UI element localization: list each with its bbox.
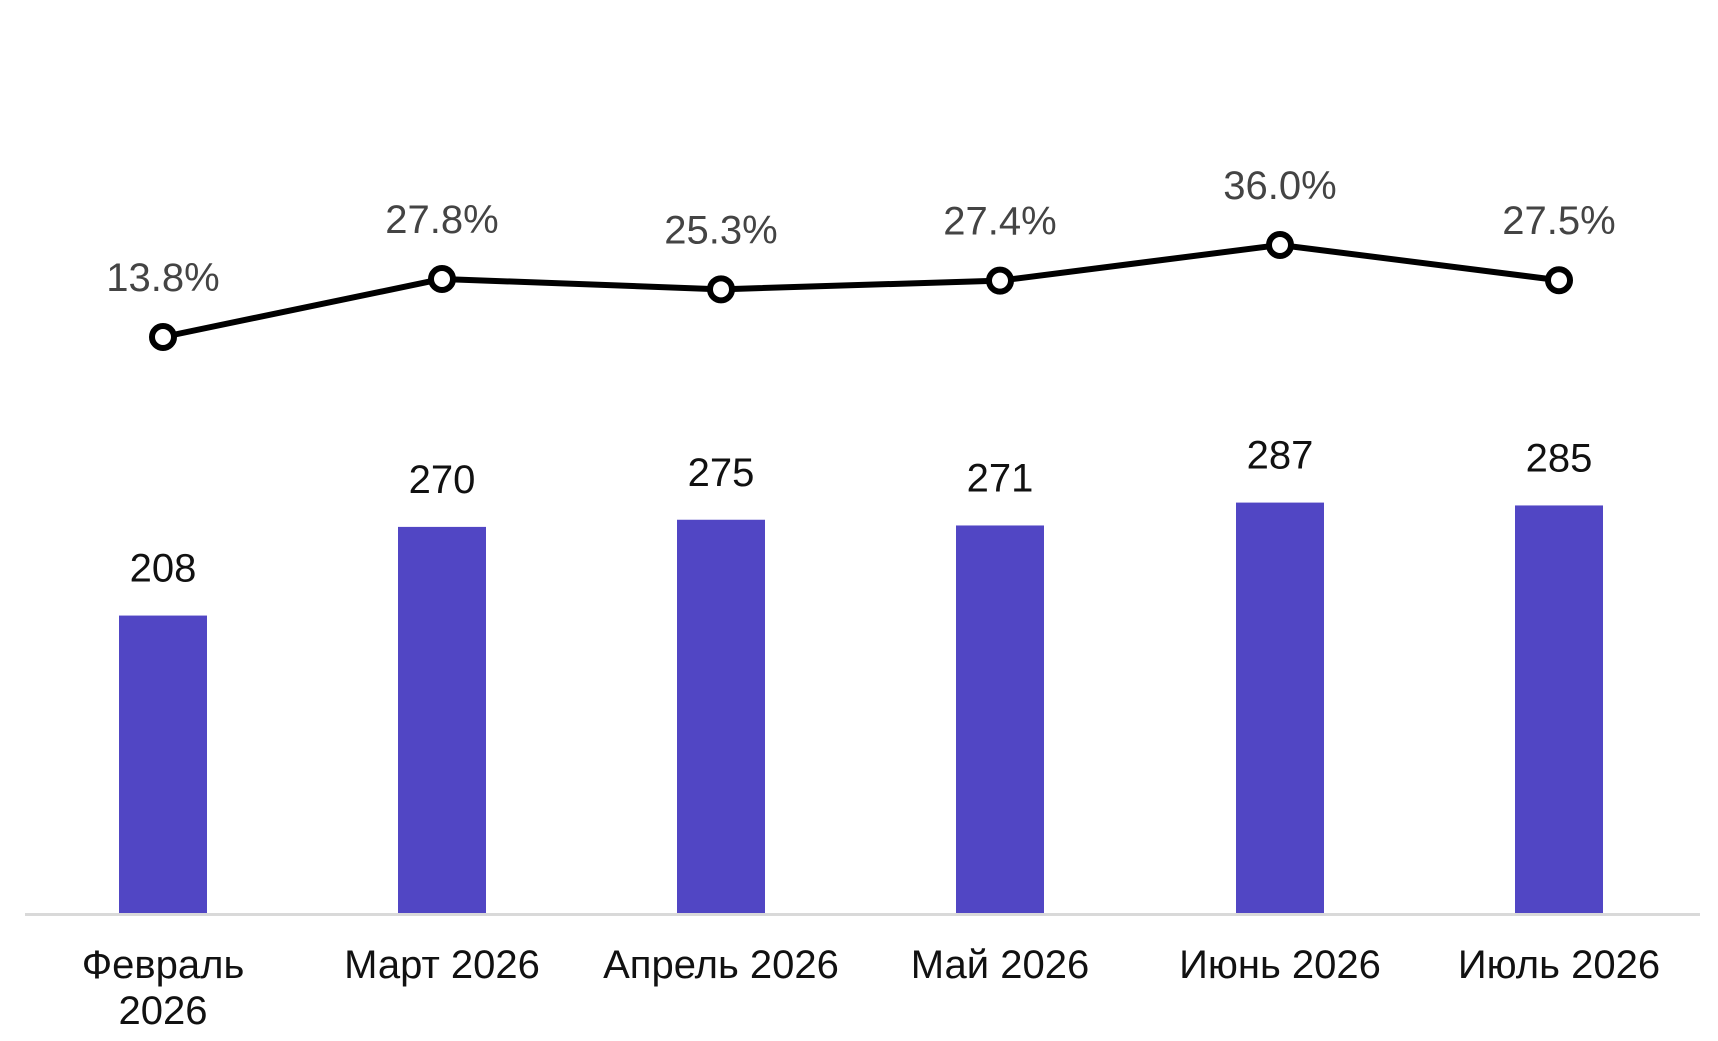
bar-3 [956,525,1044,913]
line-point-0 [149,323,177,351]
bar-5 [1515,505,1603,913]
line-value-label-3: 27.4% [943,200,1056,244]
line-value-label-1: 27.8% [385,198,498,242]
bar-value-label-1: 270 [409,458,476,502]
line-layer [149,230,1573,351]
bar-0 [119,615,207,913]
line-value-label-2: 25.3% [664,208,777,252]
x-tick-label-1: Март 2026 [344,943,540,987]
line-point-4 [1266,230,1294,259]
line-point-2 [707,275,735,304]
bar-value-label-4: 287 [1247,434,1314,478]
x-tick-label-4: Июнь 2026 [1179,943,1381,987]
bars-layer [119,502,1603,913]
x-tick-label-0-line-0: Февраль [82,943,245,987]
bar-value-label-5: 285 [1526,436,1593,480]
line-point-3 [986,266,1014,295]
labels-layer: 208 270 275 271 287 285 13.8% 27.8% 25.3% 27.4% 36… [106,164,1615,591]
bar-value-label-3: 271 [967,456,1034,500]
bar-value-label-2: 275 [688,451,755,495]
line-value-label-5: 27.5% [1502,199,1615,243]
bar-1 [398,526,486,913]
x-tick-label-3: Май 2026 [911,943,1089,987]
x-tick-label-5: Июль 2026 [1458,943,1660,987]
line-point-5 [1545,266,1573,295]
bar-value-label-0: 208 [130,547,197,591]
bar-2 [677,519,765,913]
line-value-label-0: 13.8% [106,256,219,300]
line-value-label-4: 36.0% [1223,164,1336,208]
line-series [162,241,1560,340]
line-point-1 [428,264,456,293]
x-tick-label-2: Апрель 2026 [603,943,839,987]
bar-4 [1236,502,1324,913]
x-tick-label-0-line-1: 2026 [119,989,208,1033]
